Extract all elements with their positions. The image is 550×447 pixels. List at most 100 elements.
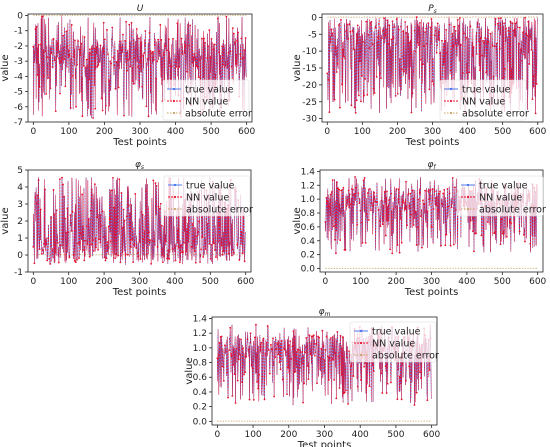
data-point xyxy=(426,399,429,402)
data-point xyxy=(112,177,114,179)
data-point xyxy=(94,183,96,186)
data-point xyxy=(256,380,258,383)
data-point xyxy=(61,176,63,179)
data-point xyxy=(88,48,91,51)
data-point xyxy=(473,250,475,253)
x-tick-label: 200 xyxy=(96,127,113,137)
data-point xyxy=(428,198,431,201)
data-point xyxy=(165,49,168,52)
data-point xyxy=(76,63,78,66)
data-point xyxy=(138,240,141,243)
data-point xyxy=(142,238,145,241)
data-point xyxy=(426,42,429,45)
x-tick-label: 300 xyxy=(424,127,441,137)
data-point xyxy=(395,188,398,190)
data-point xyxy=(51,248,54,251)
data-point xyxy=(333,98,336,101)
data-point xyxy=(236,379,239,382)
data-point xyxy=(330,28,333,31)
data-point xyxy=(442,192,445,195)
data-point xyxy=(520,48,522,51)
data-point xyxy=(242,347,244,350)
data-point xyxy=(229,50,232,53)
data-point xyxy=(376,201,379,204)
data-point xyxy=(50,52,53,55)
data-point xyxy=(493,45,496,48)
data-point xyxy=(233,373,236,376)
data-point xyxy=(535,83,538,85)
data-point xyxy=(176,22,179,25)
data-point xyxy=(106,28,108,31)
data-point xyxy=(441,39,443,42)
data-point xyxy=(339,334,342,337)
data-point xyxy=(95,46,98,48)
chart-title: U xyxy=(137,4,144,14)
data-point xyxy=(103,256,106,259)
plot-area xyxy=(32,14,247,119)
data-point xyxy=(405,180,407,183)
data-point xyxy=(307,378,310,381)
data-point xyxy=(275,348,278,351)
data-point xyxy=(366,192,369,195)
data-point xyxy=(410,213,413,216)
y-tick-label: 1.2 xyxy=(193,329,207,339)
data-point xyxy=(239,53,242,56)
data-point xyxy=(390,192,393,195)
data-point xyxy=(243,260,246,263)
data-point xyxy=(526,34,529,37)
data-point xyxy=(373,92,376,94)
data-point xyxy=(532,74,535,77)
data-point xyxy=(248,398,251,401)
data-point xyxy=(156,60,158,63)
data-point xyxy=(115,60,118,63)
data-point xyxy=(489,32,492,35)
legend-entry: NN value xyxy=(185,97,228,108)
data-point xyxy=(234,41,236,44)
data-point xyxy=(345,204,348,207)
data-point xyxy=(426,210,429,213)
data-point xyxy=(364,78,367,80)
data-point xyxy=(483,41,485,44)
data-point xyxy=(228,349,231,352)
x-tick-label: 400 xyxy=(352,430,369,440)
data-point xyxy=(113,206,115,209)
data-point xyxy=(300,351,302,353)
data-point xyxy=(434,197,437,200)
data-point xyxy=(352,48,355,50)
data-point xyxy=(100,97,103,100)
data-point xyxy=(285,351,287,354)
data-point xyxy=(236,39,238,42)
data-point xyxy=(137,255,140,258)
data-point xyxy=(263,398,266,401)
data-point xyxy=(445,28,448,31)
data-point xyxy=(221,45,224,48)
data-point xyxy=(327,379,330,381)
data-point xyxy=(485,71,488,74)
x-tick-label: 100 xyxy=(352,277,369,287)
data-point xyxy=(97,64,100,66)
data-point xyxy=(534,112,537,115)
x-tick-label: 0 xyxy=(324,127,330,137)
data-point xyxy=(481,54,483,57)
data-point xyxy=(152,59,155,61)
data-point xyxy=(268,372,271,375)
series-nn-value xyxy=(33,15,247,119)
y-tick-label: -5 xyxy=(308,30,317,40)
data-point xyxy=(71,74,74,77)
data-point xyxy=(349,30,352,33)
data-point xyxy=(398,375,401,378)
y-tick-label: 1.0 xyxy=(193,344,208,354)
data-point xyxy=(455,208,457,211)
data-point xyxy=(428,369,431,371)
data-point xyxy=(210,37,213,40)
data-point xyxy=(160,38,163,41)
data-point xyxy=(209,257,212,260)
x-tick-label: 200 xyxy=(389,127,406,137)
data-point xyxy=(232,32,235,35)
data-point xyxy=(338,106,341,109)
data-point xyxy=(172,37,174,40)
data-point xyxy=(235,62,237,65)
data-point xyxy=(77,40,80,43)
data-point xyxy=(185,250,188,253)
data-point xyxy=(230,254,233,257)
